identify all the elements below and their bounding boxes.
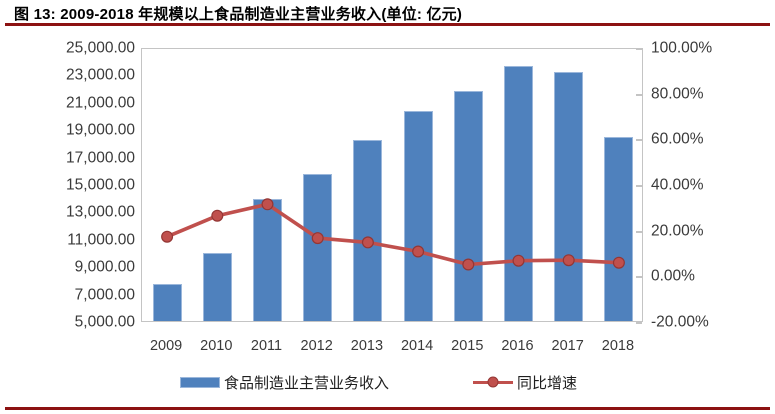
marker-2013 [361, 236, 374, 249]
left-axis-labels: 25,000.00 23,000.00 21,000.00 19,000.00 17,0… [0, 0, 135, 414]
right-axis-tick-mark [636, 139, 642, 142]
bar-2009 [152, 284, 182, 321]
figure-title: 图 13: 2009-2018 年规模以上食品制造业主营业务收入(单位: 亿元) [14, 6, 463, 23]
right-axis-tick-label: 20.00% [651, 221, 704, 239]
line-swatch-dot [487, 376, 499, 388]
right-axis-tick-mark [636, 48, 642, 50]
title-underline [5, 23, 770, 26]
left-axis-tick-label: 11,000.00 [67, 231, 135, 249]
left-axis-tick-label: 21,000.00 [66, 94, 135, 112]
line-series-swatch-icon [473, 376, 514, 389]
marker-2011 [261, 198, 274, 211]
left-axis-tick-label: 15,000.00 [66, 176, 135, 194]
bar-series [142, 49, 642, 321]
legend-item-revenue: 食品制造业主营业务收入 [180, 372, 389, 393]
plot-area [141, 48, 643, 324]
x-axis-label-2015: 2015 [451, 338, 484, 354]
line-series-label: 同比增速 [517, 374, 578, 392]
marker-2015 [462, 258, 475, 271]
left-axis-tick-label: 5,000.00 [74, 313, 135, 331]
right-axis-tick-label: 60.00% [651, 130, 704, 148]
left-axis-tick-label: 7,000.00 [74, 285, 135, 303]
bar-2016 [504, 65, 533, 321]
x-axis-label-2014: 2014 [400, 338, 434, 354]
right-axis-tick-mark [636, 230, 642, 233]
bar-2014 [403, 111, 433, 321]
x-axis-label-2010: 2010 [200, 338, 233, 354]
left-axis-tick-label: 25,000.00 [66, 39, 135, 57]
right-axis-tick-mark [636, 276, 642, 279]
left-axis-tick-label: 17,000.00 [66, 148, 135, 166]
right-axis-tick-mark [636, 185, 642, 187]
right-axis-tick-label: 40.00% [651, 176, 704, 194]
right-axis-tick-mark [636, 93, 642, 96]
right-axis-tick-label: 100.00% [651, 39, 713, 57]
x-axis-label-2013: 2013 [350, 338, 384, 354]
bar-series-swatch-icon [180, 376, 220, 388]
bar-2017 [554, 71, 584, 321]
marker-2010 [211, 209, 224, 222]
legend: 食品制造业主营业务收入 同比增速 [180, 371, 577, 393]
right-axis-tick-label: 0.00% [651, 267, 695, 285]
bar-2011 [253, 198, 282, 321]
bar-2012 [303, 174, 333, 321]
right-axis-tick-label: 80.00% [651, 84, 704, 102]
marker-2016 [512, 254, 525, 267]
right-axis-labels: 100.00% 80.00% 60.00% 40.00% 20.00% 0.00% -20.… [651, 0, 771, 414]
right-axis-tick-mark [636, 322, 642, 324]
line-series [161, 198, 625, 271]
bottom-rule [5, 407, 770, 410]
left-axis-tick-label: 23,000.00 [66, 66, 135, 84]
left-axis-tick-label: 13,000.00 [66, 203, 135, 221]
bar-series-label: 食品制造业主营业务收入 [224, 374, 390, 392]
x-axis-label-2016: 2016 [501, 338, 534, 354]
bar-2015 [453, 90, 483, 321]
marker-2018 [612, 256, 625, 269]
bar-2010 [202, 253, 232, 321]
x-axis-label-2012: 2012 [300, 338, 333, 354]
marker-2014 [412, 245, 425, 258]
x-axis-label-2018: 2018 [601, 338, 635, 354]
marker-2009 [161, 230, 174, 243]
right-axis-tick-label: -20.00% [651, 313, 709, 331]
bar-2013 [353, 140, 383, 321]
left-axis-tick-label: 19,000.00 [66, 121, 135, 139]
x-axis-label-2009: 2009 [149, 338, 183, 354]
legend-item-growth: 同比增速 [473, 372, 577, 393]
growth-line [166, 202, 619, 267]
left-axis-tick-label: 9,000.00 [74, 258, 135, 276]
marker-2017 [562, 254, 575, 267]
x-axis-label-2017: 2017 [551, 338, 584, 354]
bar-2018 [604, 137, 634, 321]
marker-2012 [311, 232, 324, 245]
x-axis-label-2011: 2011 [250, 338, 283, 354]
